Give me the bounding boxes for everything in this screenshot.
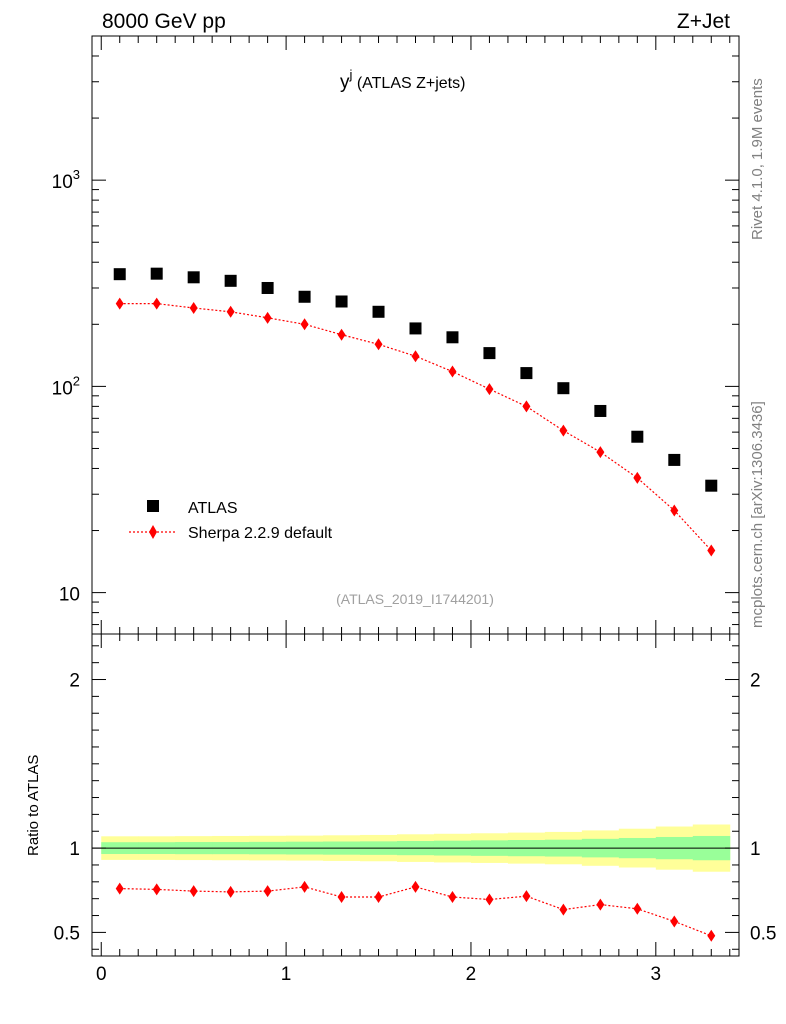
legend-atlas-label: ATLAS <box>188 500 238 517</box>
ratio-sherpa-point <box>670 915 679 928</box>
sherpa-point <box>300 318 309 331</box>
sherpa-point <box>337 328 346 341</box>
sherpa-point <box>707 544 716 557</box>
ratio-sherpa-point <box>707 929 716 942</box>
ratio-sherpa-point <box>152 883 161 896</box>
atlas-point <box>261 281 274 294</box>
process-label: Z+Jet <box>677 10 730 33</box>
sherpa-point <box>633 471 642 484</box>
ratio-sherpa-point <box>374 890 383 903</box>
analysis-ref-label: (ATLAS_2019_I1744201) <box>336 591 494 607</box>
ratio-sherpa-point <box>485 893 494 906</box>
main-frame <box>91 35 740 635</box>
sherpa-point <box>263 311 272 324</box>
ratio-sherpa-line <box>119 886 712 937</box>
ratio-y-tick-label-right: 0.5 <box>750 923 776 944</box>
atlas-point <box>668 453 681 466</box>
plot-title-sup: j <box>349 67 353 82</box>
legend-sherpa-label: Sherpa 2.2.9 default <box>188 525 333 542</box>
x-tick-label: 3 <box>651 964 662 985</box>
legend: ATLAS Sherpa 2.2.9 default <box>129 500 333 542</box>
ratio-sherpa-point <box>189 885 198 898</box>
ratio-frame <box>91 633 740 957</box>
plot-title-main: y <box>340 72 350 93</box>
sherpa-point <box>559 424 568 437</box>
source-label: mcplots.cern.ch [arXiv:1306.3436] <box>749 401 766 628</box>
atlas-point <box>557 382 570 395</box>
ratio-sherpa-point <box>411 880 420 893</box>
plot-title: yj (ATLAS Z+jets) <box>340 67 465 93</box>
atlas-point <box>298 290 311 303</box>
ratio-sherpa-point <box>596 898 605 911</box>
ratio-sherpa-point <box>115 882 124 895</box>
x-tick-label: 2 <box>466 964 477 985</box>
legend-sherpa-marker <box>149 525 157 539</box>
ratio-sherpa-point <box>263 885 272 898</box>
atlas-point <box>113 268 126 281</box>
ratio-y-tick-label-right: 2 <box>750 671 761 692</box>
ratio-sherpa-point <box>522 890 531 903</box>
ratio-sherpa-point <box>337 890 346 903</box>
ratio-sherpa-point <box>448 890 457 903</box>
ratio-panel: 0.5 0.5 1 1 2 2 0 1 2 3 Ratio to ATLAS <box>25 633 776 985</box>
sherpa-point <box>152 297 161 310</box>
atlas-point <box>631 430 644 443</box>
sherpa-point <box>411 350 420 363</box>
sherpa-point <box>485 383 494 396</box>
sherpa-point <box>522 400 531 413</box>
legend-atlas-marker <box>147 500 159 512</box>
sherpa-point <box>189 301 198 314</box>
x-tick-label: 0 <box>96 964 107 985</box>
atlas-point <box>594 404 607 417</box>
atlas-point <box>187 271 200 284</box>
main-y-tick-label: 10 <box>59 585 80 606</box>
sherpa-point <box>226 305 235 318</box>
sherpa-point <box>115 297 124 310</box>
main-panel: 10 102 103 yj (ATLAS Z+jets) (ATLAS_2019_I… <box>52 35 740 635</box>
ratio-y-tick-label: 1 <box>69 839 80 860</box>
atlas-point <box>520 367 533 380</box>
main-y-tick-label: 102 <box>52 373 80 399</box>
beam-label: 8000 GeV pp <box>102 10 226 33</box>
sherpa-point <box>670 504 679 517</box>
ratio-y-tick-label: 2 <box>69 671 80 692</box>
ratio-sherpa-point <box>226 885 235 898</box>
atlas-point <box>409 322 422 335</box>
sherpa-point <box>448 365 457 378</box>
main-y-tick-label: 103 <box>52 167 80 193</box>
atlas-point <box>224 274 237 287</box>
rivet-version-label: Rivet 4.1.0, 1.9M events <box>749 78 766 240</box>
ratio-sherpa-point <box>300 880 309 893</box>
atlas-point <box>446 331 459 344</box>
atlas-point <box>372 305 385 318</box>
atlas-point <box>335 295 348 308</box>
ratio-sherpa-point <box>559 903 568 916</box>
ratio-sherpa-point <box>633 902 642 915</box>
sherpa-point <box>596 446 605 459</box>
ratio-y-tick-label-right: 1 <box>750 839 761 860</box>
plot-title-rest: (ATLAS Z+jets) <box>352 75 465 92</box>
ratio-y-tick-label: 0.5 <box>54 923 80 944</box>
atlas-point <box>705 479 718 492</box>
atlas-point <box>483 347 496 360</box>
atlas-point <box>150 267 163 280</box>
sherpa-point <box>374 338 383 351</box>
x-tick-label: 1 <box>281 964 292 985</box>
ratio-ylabel: Ratio to ATLAS <box>25 755 42 856</box>
